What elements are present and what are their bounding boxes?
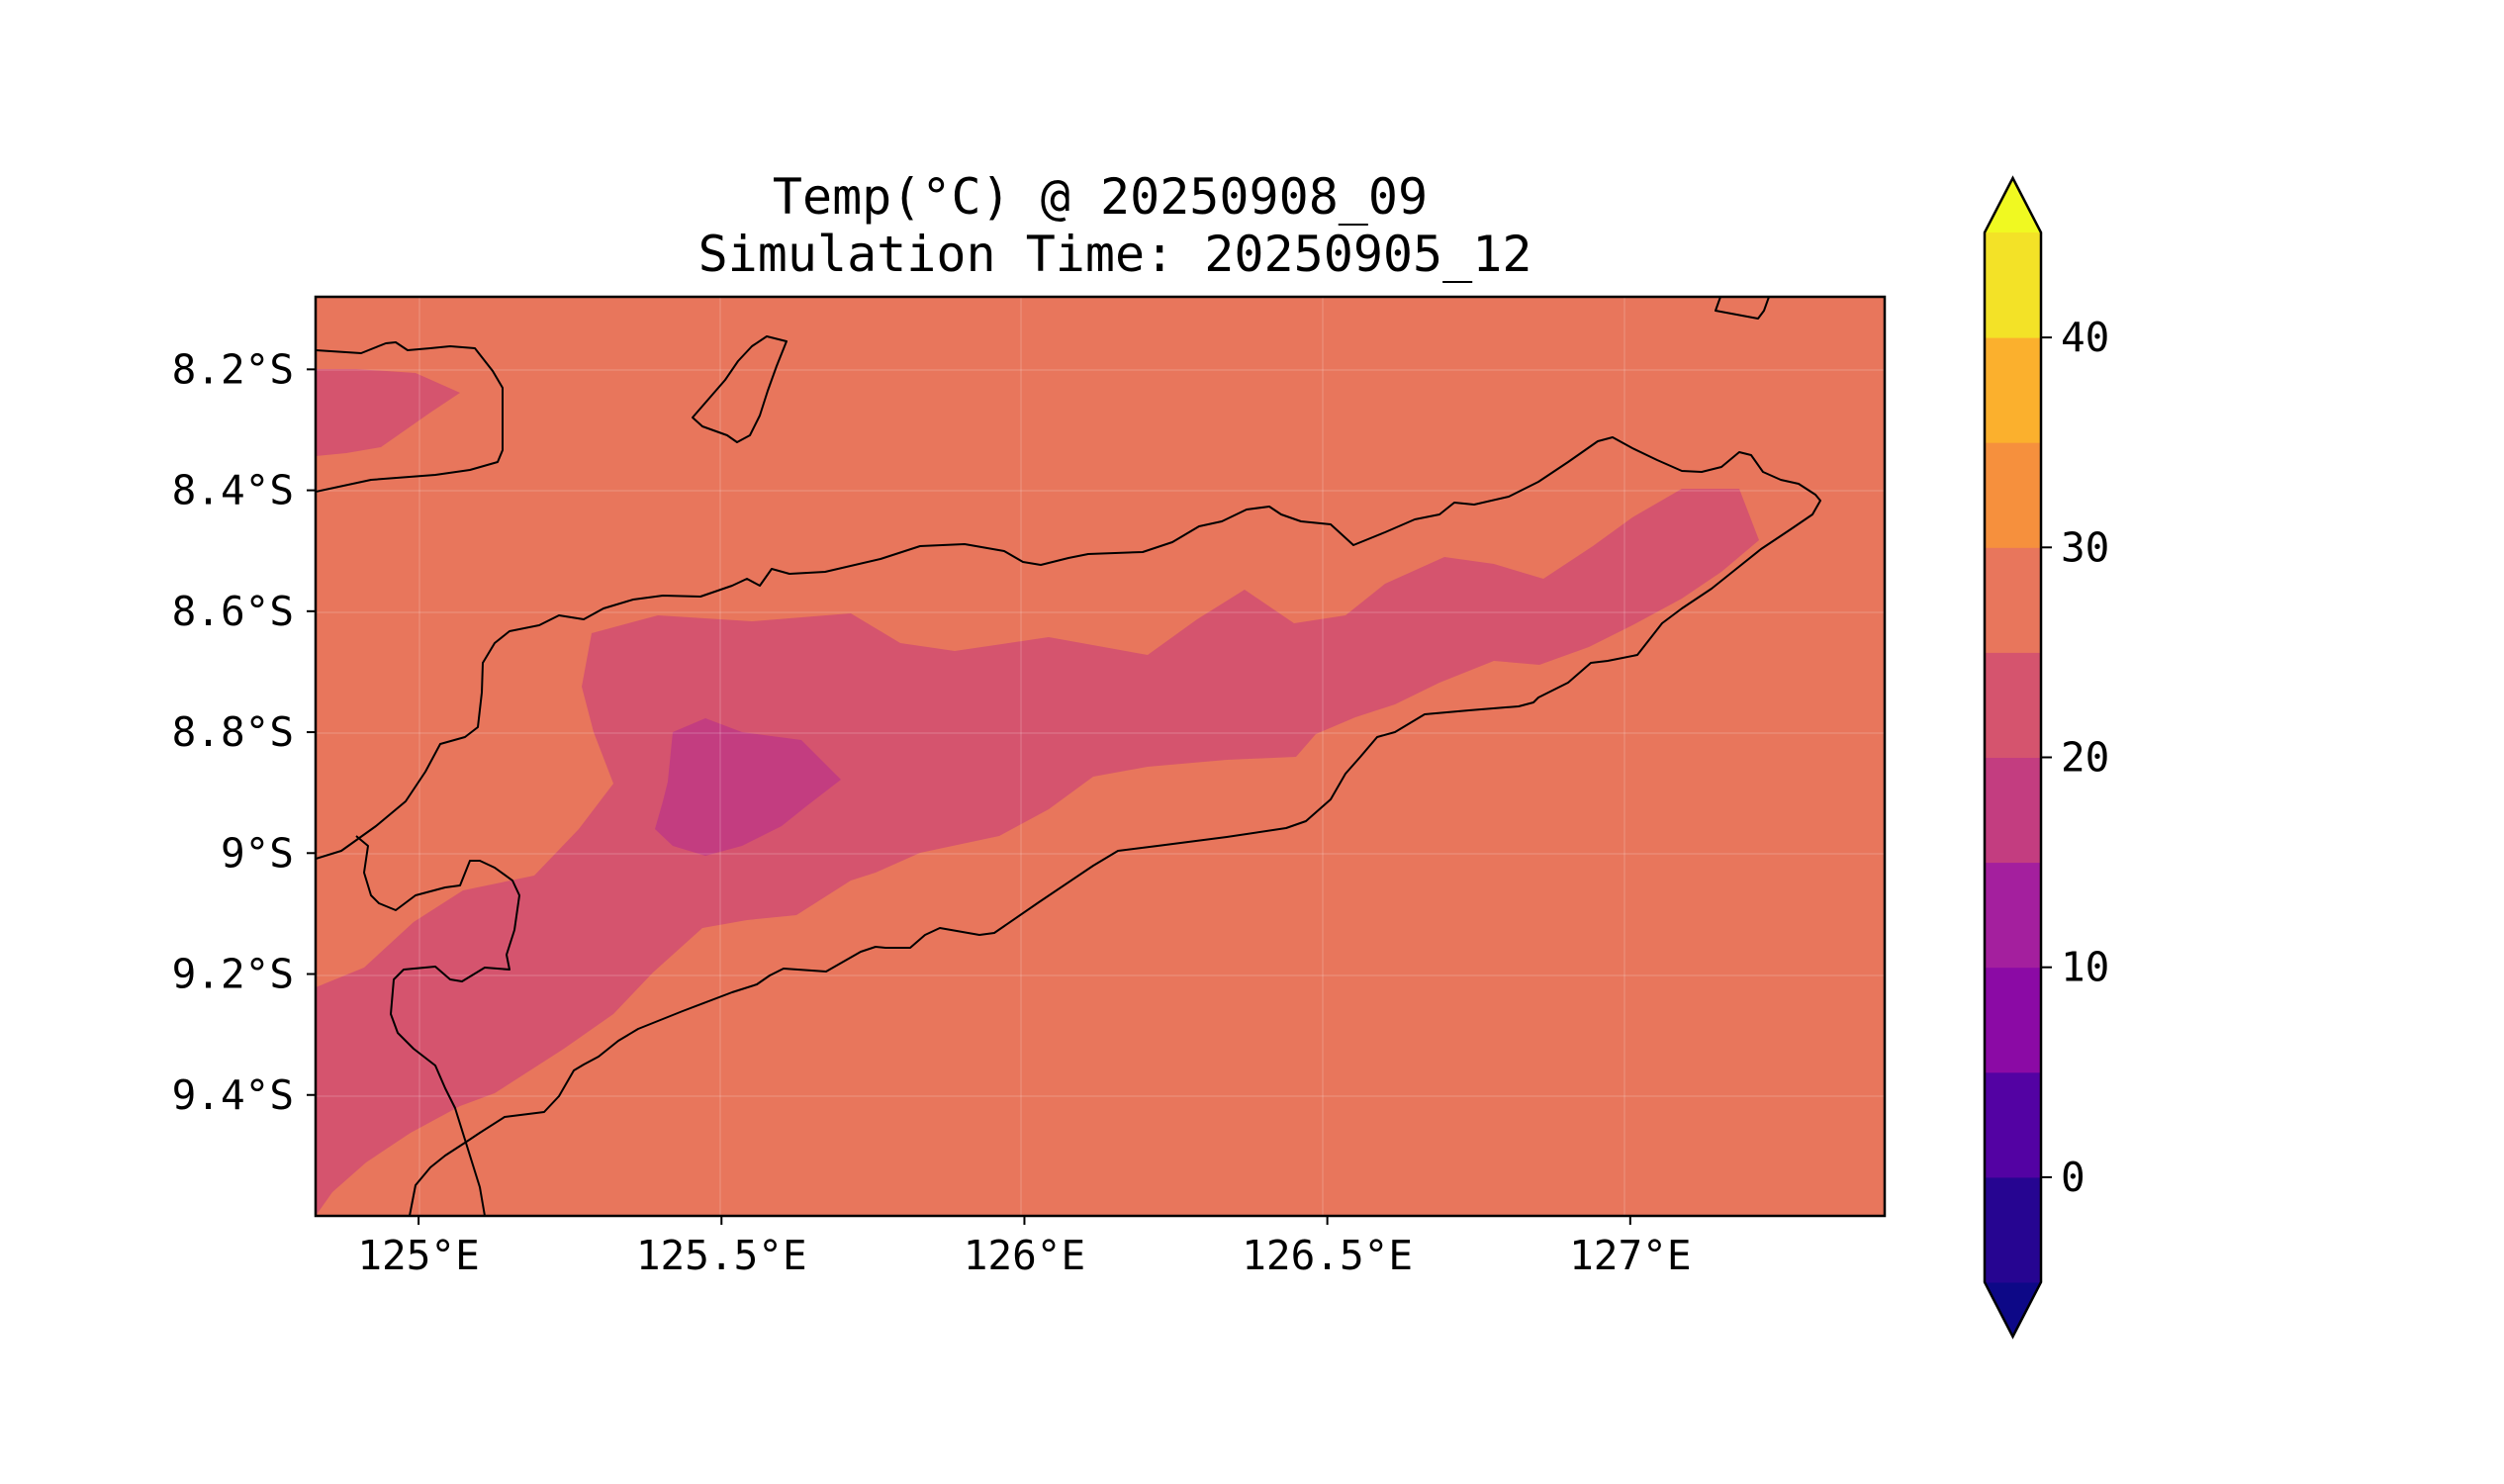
map-frame — [314, 295, 1887, 1218]
y-axis: 8.2°S 8.4°S 8.6°S 8.8°S 9°S 9.2°S 9.4°S — [172, 345, 316, 1119]
colorbar-tick-label: 0 — [2061, 1154, 2086, 1201]
coastline-timor-south — [355, 835, 520, 1216]
x-tick-label: 126°E — [964, 1232, 1085, 1279]
colorbar-segment — [1985, 757, 2041, 864]
chart-subtitle: Simulation Time: 20250905_12 — [698, 226, 1532, 283]
colorbar-tick-label: 20 — [2061, 734, 2109, 782]
y-tick-label: 8.2°S — [172, 345, 294, 393]
coastline-kisar — [1715, 297, 1770, 320]
temperature-fill-20-25-northwest — [316, 369, 460, 456]
colorbar-outline — [1983, 175, 2043, 1340]
coastline-timor-north — [316, 436, 1821, 1216]
colorbar-segment — [1985, 442, 2041, 548]
temperature-fill-15-20-minimum — [655, 718, 841, 856]
x-tick-label: 126.5°E — [1242, 1232, 1413, 1279]
coastline-atauro — [692, 335, 788, 443]
y-tick-label: 9°S — [221, 829, 294, 877]
y-tick-label: 8.6°S — [172, 588, 294, 635]
colorbar-segment — [1985, 337, 2041, 443]
coastline-wetar — [316, 341, 504, 493]
y-tick-label: 9.2°S — [172, 951, 294, 998]
colorbar-segment — [1985, 1071, 2041, 1178]
gridlines — [316, 297, 1885, 1216]
coastlines — [316, 297, 1821, 1216]
x-tick-label: 125°E — [357, 1232, 479, 1279]
x-tick-label: 127°E — [1569, 1232, 1691, 1279]
colorbar-segment — [1985, 547, 2041, 653]
colorbar-tick-label: 40 — [2061, 314, 2109, 361]
chart-title: Temp(°C) @ 20250908_09 — [773, 168, 1428, 226]
colorbar-extend-min — [1985, 1282, 2041, 1337]
colorbar-tick-label: 30 — [2061, 523, 2109, 571]
colorbar-segment — [1985, 862, 2041, 969]
x-tick-label: 125.5°E — [636, 1232, 807, 1279]
y-tick-label: 8.4°S — [172, 467, 294, 514]
map-panel — [314, 295, 1887, 1218]
colorbar: 0 10 20 30 40 — [1983, 175, 2109, 1340]
colorbar-segment — [1985, 232, 2041, 338]
y-tick-label: 9.4°S — [172, 1071, 294, 1119]
x-axis: 125°E 125.5°E 126°E 126.5°E 127°E — [357, 1216, 1692, 1279]
colorbar-tick-label: 10 — [2061, 944, 2109, 991]
temperature-fill-20-25-timor — [316, 489, 1759, 1216]
colorbar-extend-max — [1985, 178, 2041, 232]
colorbar-segment — [1985, 967, 2041, 1073]
y-tick-label: 8.8°S — [172, 708, 294, 756]
colorbar-segment — [1985, 652, 2041, 758]
colorbar-segment — [1985, 1176, 2041, 1283]
